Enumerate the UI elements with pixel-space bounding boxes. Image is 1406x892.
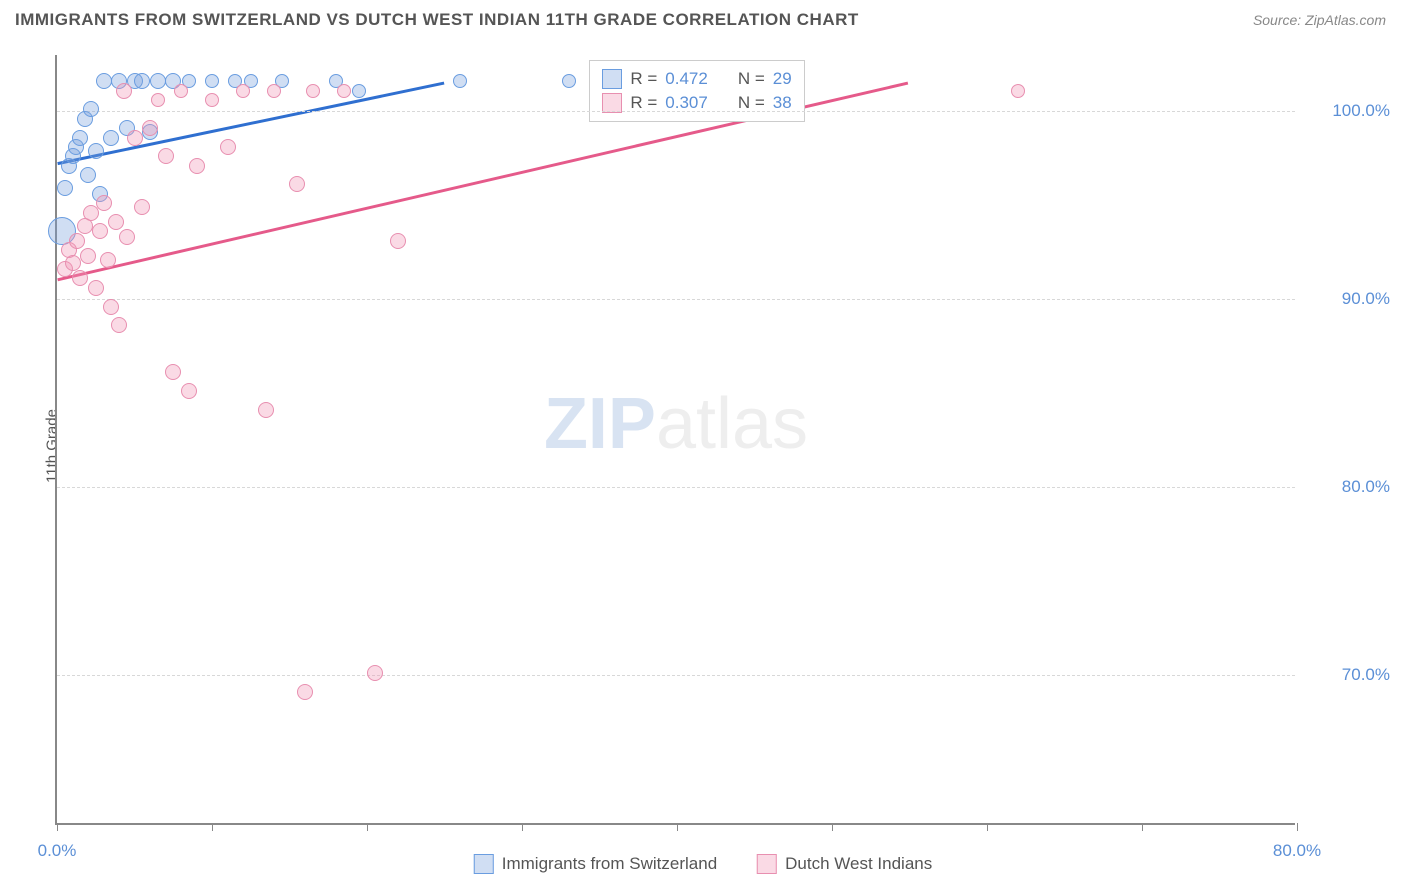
scatter-point [88,143,104,159]
y-tick-label: 80.0% [1342,477,1390,497]
series-legend-item: Immigrants from Switzerland [474,854,717,874]
plot-area: ZIPatlas R = 0.472 N = 29 R = 0.307 N = … [55,55,1295,825]
scatter-point [57,180,73,196]
scatter-point [80,167,96,183]
scatter-point [83,101,99,117]
legend-n-value: 38 [773,93,792,113]
scatter-point [165,364,181,380]
scatter-point [220,139,236,155]
x-tick [367,823,368,831]
legend-swatch [602,93,622,113]
scatter-point [80,248,96,264]
scatter-point [150,73,166,89]
x-tick [522,823,523,831]
gridline [57,675,1295,676]
scatter-point [72,130,88,146]
scatter-point [96,73,112,89]
scatter-point [88,280,104,296]
scatter-point [103,130,119,146]
legend-swatch [602,69,622,89]
scatter-point [116,83,132,99]
scatter-point [142,120,158,136]
scatter-point [92,223,108,239]
series-legend-item: Dutch West Indians [757,854,932,874]
series-name: Dutch West Indians [785,854,932,874]
legend-r-value: 0.472 [665,69,708,89]
watermark-bold: ZIP [544,384,656,464]
x-tick [987,823,988,831]
x-tick [832,823,833,831]
y-tick-label: 100.0% [1332,101,1390,121]
scatter-point [267,84,281,98]
scatter-point [236,84,250,98]
scatter-point [127,130,143,146]
scatter-point [337,84,351,98]
scatter-point [108,214,124,230]
x-tick-label: 0.0% [38,841,77,861]
legend-r-label: R = [630,93,657,113]
x-tick [1142,823,1143,831]
scatter-point [352,84,366,98]
x-tick-label: 80.0% [1273,841,1321,861]
scatter-point [72,270,88,286]
series-legend: Immigrants from Switzerland Dutch West I… [474,854,932,874]
x-tick [1297,823,1298,831]
legend-n-label: N = [738,93,765,113]
chart-svg [57,55,1295,823]
scatter-point [1011,84,1025,98]
gridline [57,299,1295,300]
scatter-point [158,148,174,164]
scatter-point [306,84,320,98]
scatter-point [174,84,188,98]
scatter-point [205,93,219,107]
gridline [57,111,1295,112]
scatter-point [297,684,313,700]
scatter-point [100,252,116,268]
scatter-point [103,299,119,315]
scatter-point [453,74,467,88]
trend-line [58,83,444,164]
scatter-point [69,233,85,249]
legend-n-value: 29 [773,69,792,89]
legend-swatch [757,854,777,874]
series-name: Immigrants from Switzerland [502,854,717,874]
scatter-point [289,176,305,192]
chart-title: IMMIGRANTS FROM SWITZERLAND VS DUTCH WES… [15,10,859,30]
scatter-point [151,93,165,107]
correlation-legend: R = 0.472 N = 29 R = 0.307 N = 38 [589,60,804,122]
scatter-point [181,383,197,399]
watermark-rest: atlas [656,384,808,464]
scatter-point [111,317,127,333]
scatter-point [65,255,81,271]
scatter-point [258,402,274,418]
scatter-point [134,73,150,89]
scatter-point [119,229,135,245]
scatter-point [367,665,383,681]
scatter-point [205,74,219,88]
scatter-point [96,195,112,211]
y-tick-label: 90.0% [1342,289,1390,309]
x-tick [212,823,213,831]
scatter-point [134,199,150,215]
x-tick [677,823,678,831]
scatter-point [390,233,406,249]
legend-n-label: N = [738,69,765,89]
legend-row: R = 0.472 N = 29 [602,67,791,91]
gridline [57,487,1295,488]
legend-r-value: 0.307 [665,93,708,113]
legend-r-label: R = [630,69,657,89]
scatter-point [562,74,576,88]
y-tick-label: 70.0% [1342,665,1390,685]
scatter-point [189,158,205,174]
x-tick [57,823,58,831]
source-attribution: Source: ZipAtlas.com [1253,12,1386,28]
watermark: ZIPatlas [544,383,808,465]
legend-swatch [474,854,494,874]
